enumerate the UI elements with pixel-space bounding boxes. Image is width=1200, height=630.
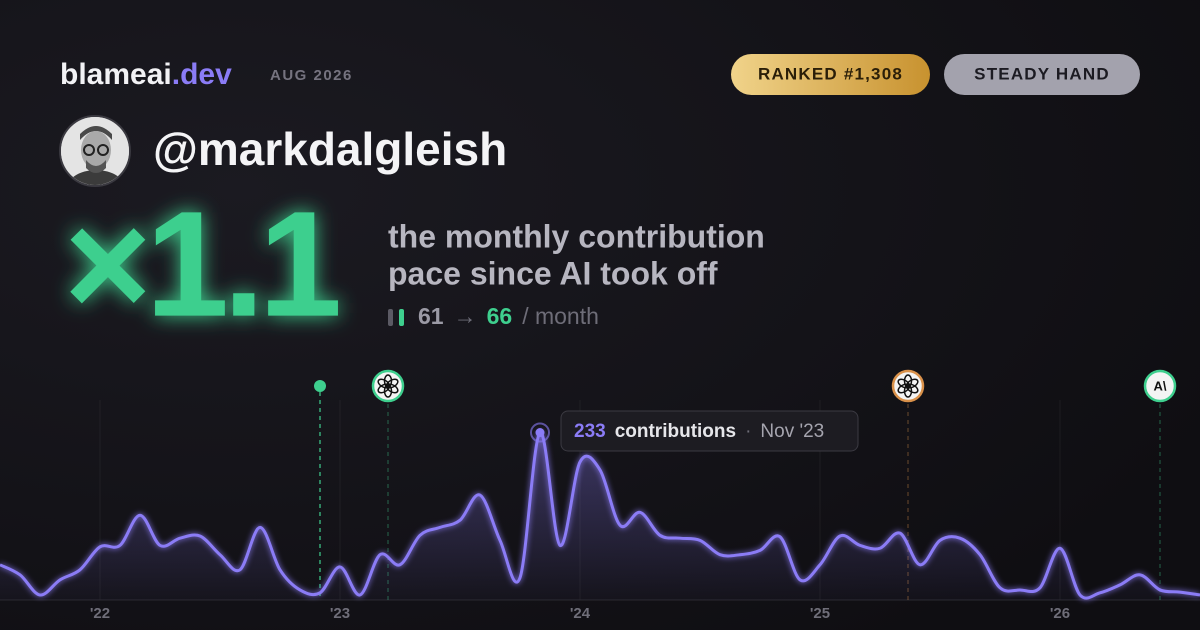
arrow: →	[454, 303, 477, 329]
before-value: 61	[418, 303, 444, 329]
description-line: the monthly contribution	[388, 218, 765, 254]
line	[0, 431, 1200, 600]
brand: blameai.dev	[60, 58, 232, 91]
tier-badge	[944, 54, 1140, 95]
x-tick-label: '25	[810, 605, 830, 622]
event-icon	[891, 369, 925, 403]
description-line: pace since AI took off	[388, 255, 718, 291]
x-tick-label: '24	[570, 605, 591, 622]
x-tick-label: '23	[330, 605, 350, 622]
avatar	[59, 115, 131, 187]
x-tick-label: '26	[1050, 605, 1070, 622]
brand-tld: .dev	[172, 58, 232, 91]
event-icon-glyph	[377, 378, 390, 389]
event-dot	[314, 380, 326, 392]
highlight-point	[535, 428, 545, 438]
event-icon	[1143, 369, 1177, 403]
tooltip-value: 233	[574, 421, 606, 442]
after-icon	[399, 309, 404, 326]
tooltip-date: Nov '23	[760, 421, 824, 442]
event-icon-glyph: A\	[1154, 378, 1167, 393]
handle: @markdalgleish	[153, 123, 507, 175]
tier-badge-text: STEADY HAND	[974, 64, 1110, 83]
tooltip-sep: ·	[745, 421, 751, 442]
multiplier: ×1.1	[64, 180, 339, 348]
period: AUG 2026	[270, 67, 353, 84]
chart: '22 '23 '24 '25 '26 A\ 233 contributions · Nov '2…	[0, 369, 1200, 622]
brand-name: blameai	[60, 58, 172, 91]
pace: 61 → 66 / month	[418, 303, 599, 329]
event-icon-glyph	[897, 378, 910, 389]
after-value: 66	[487, 303, 513, 329]
tooltip-label: contributions	[615, 421, 736, 442]
area	[0, 432, 1200, 600]
rank-badge	[731, 54, 930, 95]
tooltip-text: 233 contributions · Nov '23	[574, 421, 824, 442]
highlight-ring	[530, 422, 550, 443]
x-tick-label: '22	[90, 605, 110, 622]
before-icon	[388, 309, 393, 326]
event-icon	[371, 369, 405, 403]
unit: / month	[522, 303, 599, 329]
rank-badge-text: RANKED #1,308	[758, 64, 903, 83]
tooltip	[560, 410, 859, 452]
